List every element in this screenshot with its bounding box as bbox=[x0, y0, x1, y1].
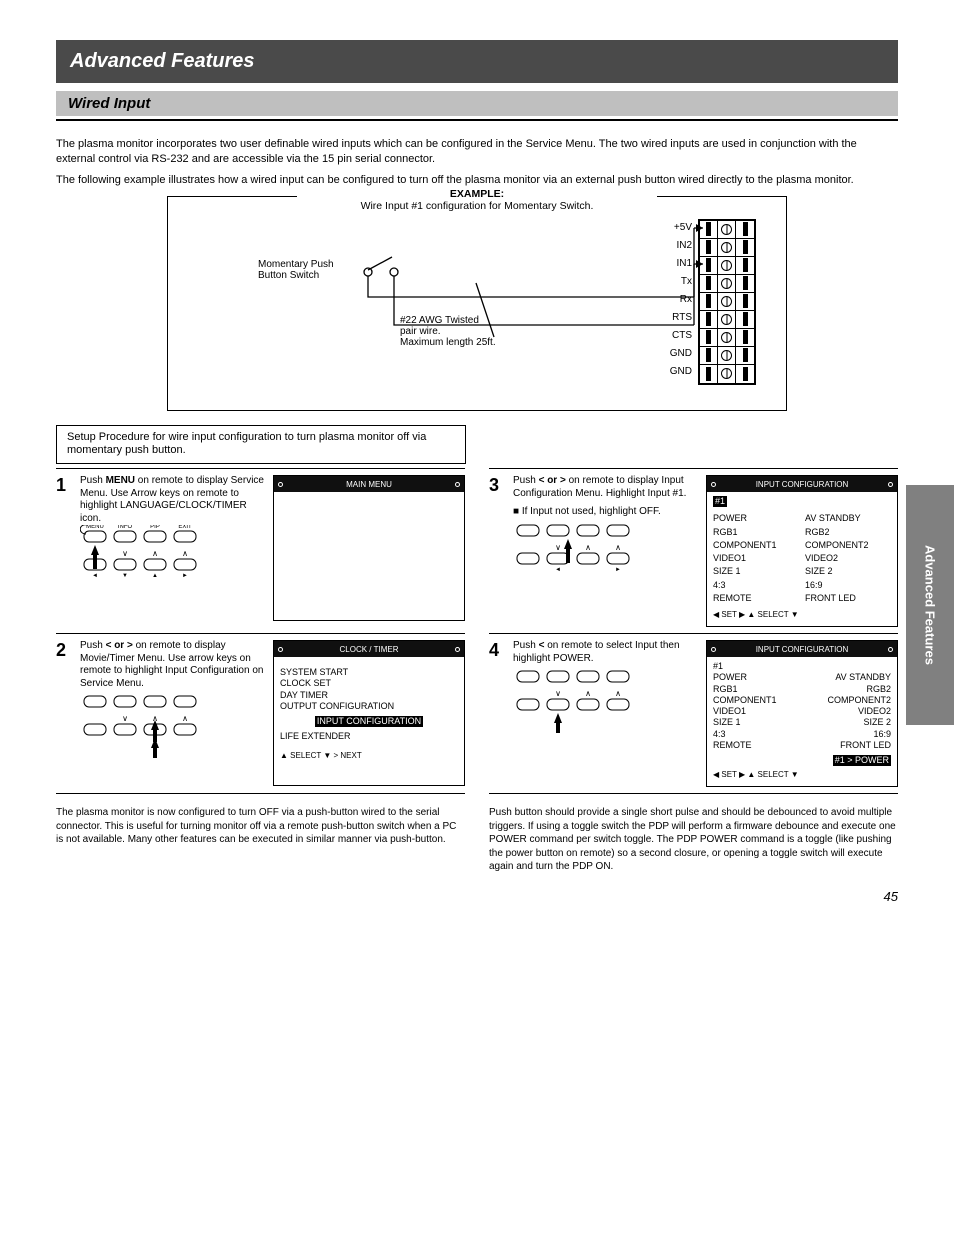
step-3-text: Push < or > on remote to display Input C… bbox=[513, 475, 702, 589]
svg-text:∧: ∧ bbox=[615, 689, 621, 698]
section-title: Advanced Features bbox=[70, 50, 255, 72]
step-number: 3 bbox=[489, 475, 507, 496]
svg-text:EXIT: EXIT bbox=[178, 525, 192, 530]
screen-led-icon bbox=[888, 482, 893, 487]
wiring-svg bbox=[168, 197, 788, 412]
step-1-screen: MAIN MENU bbox=[273, 475, 465, 621]
step-1: 1 Push MENU on remote to display Service… bbox=[56, 468, 465, 633]
step-number: 4 bbox=[489, 640, 507, 661]
screen-body-menu2: SYSTEM START CLOCK SET DAY TIMER OUTPUT … bbox=[274, 657, 464, 785]
bottom-left-paragraph: The plasma monitor is now configured to … bbox=[56, 806, 465, 874]
steps-grid: 1 Push MENU on remote to display Service… bbox=[56, 468, 898, 794]
svg-text:▲: ▲ bbox=[152, 573, 158, 579]
remote-keypad: ∨ ∧ ∧ ◄ ► bbox=[513, 519, 641, 589]
screen-led-icon bbox=[711, 482, 716, 487]
screen-body-icons bbox=[274, 492, 464, 620]
screen-led-icon bbox=[888, 647, 893, 652]
remote-keypad: ∨ ∧ ∧ bbox=[513, 665, 641, 735]
remote-keypad: MENU INFO PIP EXIT ◄ ▼ ▲ ► ∨ ∧ ∧ bbox=[80, 525, 208, 595]
svg-text:∧: ∧ bbox=[182, 549, 188, 558]
svg-text:∨: ∨ bbox=[555, 543, 561, 552]
svg-text:PIP: PIP bbox=[150, 525, 160, 530]
page-number: 45 bbox=[884, 889, 898, 904]
side-tab: Advanced Features bbox=[906, 485, 954, 725]
screen-body-menu4: #1 POWERAV STANDBY RGB1RGB2 COMPONENT1CO… bbox=[707, 657, 897, 786]
step-1-text: Push MENU on remote to display Service M… bbox=[80, 475, 269, 595]
screen-led-icon bbox=[278, 647, 283, 652]
keypad-step2: ∨∧∧ bbox=[80, 690, 210, 760]
step-2-text: Push < or > on remote to display Movie/T… bbox=[80, 640, 269, 760]
setup-header-text: Setup Procedure for wire input configura… bbox=[67, 431, 426, 457]
step-3-screen: INPUT CONFIGURATION #1 POWERAV STANDBY R… bbox=[706, 475, 898, 627]
svg-text:∨: ∨ bbox=[122, 549, 128, 558]
step-number: 2 bbox=[56, 640, 74, 661]
screen-led-icon bbox=[455, 647, 460, 652]
step-4-screen: INPUT CONFIGURATION #1 POWERAV STANDBY R… bbox=[706, 640, 898, 787]
step-4-text: Push < on remote to select Input then hi… bbox=[513, 640, 702, 735]
step-number: 1 bbox=[56, 475, 74, 496]
subsection-title: Wired Input bbox=[68, 95, 150, 112]
bottom-right-paragraph: Push button should provide a single shor… bbox=[489, 806, 898, 874]
screen-led-icon bbox=[455, 482, 460, 487]
keypad-step4: ∨ ∧ ∧ bbox=[513, 665, 643, 735]
intro-paragraph-1: The plasma monitor incorporates two user… bbox=[56, 137, 898, 167]
svg-text:∨: ∨ bbox=[555, 689, 561, 698]
svg-text:INFO: INFO bbox=[118, 525, 133, 530]
intro-paragraph-2: The following example illustrates how a … bbox=[56, 173, 898, 188]
screen-led-icon bbox=[711, 647, 716, 652]
step-2: 2 Push < or > on remote to display Movie… bbox=[56, 633, 465, 794]
subsection-bar: Wired Input bbox=[56, 91, 898, 116]
keypad-step3: ∨ ∧ ∧ ◄ ► bbox=[513, 519, 643, 589]
wiring-figure: EXAMPLE: Wire Input #1 configuration for… bbox=[56, 196, 898, 411]
step-4: 4 Push < on remote to select Input then … bbox=[489, 633, 898, 794]
screen-led-icon bbox=[278, 482, 283, 487]
svg-text:MENU: MENU bbox=[86, 525, 104, 530]
step-3: 3 Push < or > on remote to display Input… bbox=[489, 468, 898, 633]
svg-text:∧: ∧ bbox=[585, 689, 591, 698]
step-3-note: ■ If Input not used, highlight OFF. bbox=[513, 506, 698, 519]
divider bbox=[56, 119, 898, 121]
setup-header-box: Setup Procedure for wire input configura… bbox=[56, 425, 466, 465]
screen-body-menu3: #1 POWERAV STANDBY RGB1RGB2 COMPONENT1CO… bbox=[707, 492, 897, 626]
step-2-screen: CLOCK / TIMER SYSTEM START CLOCK SET DAY… bbox=[273, 640, 465, 786]
svg-text:▼: ▼ bbox=[122, 573, 128, 579]
section-title-bar: Advanced Features bbox=[56, 40, 898, 83]
svg-text:∧: ∧ bbox=[585, 543, 591, 552]
svg-text:∧: ∧ bbox=[615, 543, 621, 552]
keypad-step1: MENU INFO PIP EXIT ◄ ▼ ▲ ► ∨ ∧ ∧ bbox=[80, 525, 210, 595]
svg-text:►: ► bbox=[615, 567, 621, 573]
wiring-diagram-box: EXAMPLE: Wire Input #1 configuration for… bbox=[167, 196, 787, 411]
svg-text:∧: ∧ bbox=[182, 714, 188, 723]
bottom-text-columns: The plasma monitor is now configured to … bbox=[56, 806, 898, 882]
svg-text:∨: ∨ bbox=[122, 714, 128, 723]
screen-3-grid: POWERAV STANDBY RGB1RGB2 COMPONENT1COMPO… bbox=[713, 513, 891, 604]
svg-text:◄: ◄ bbox=[555, 567, 561, 573]
svg-text:∧: ∧ bbox=[152, 549, 158, 558]
svg-text:◄: ◄ bbox=[92, 573, 98, 579]
svg-text:►: ► bbox=[182, 573, 188, 579]
remote-keypad: ∨∧∧ bbox=[80, 690, 208, 760]
